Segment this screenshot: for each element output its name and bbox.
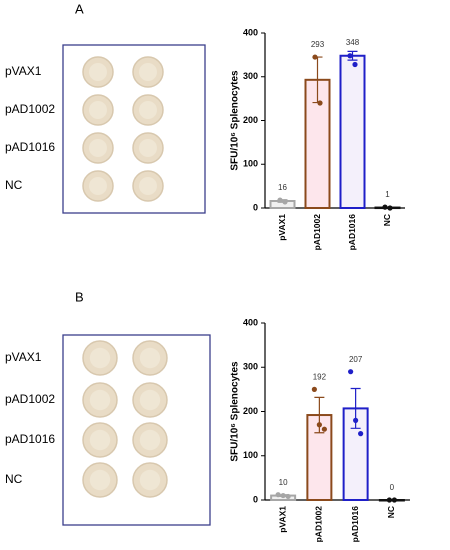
value-label: 192	[313, 372, 327, 381]
data-point	[386, 497, 392, 503]
data-point	[316, 422, 322, 428]
y-tick-label: 300	[243, 362, 258, 372]
y-tick-label: 0	[253, 202, 258, 212]
well-center	[139, 139, 157, 157]
data-point	[280, 492, 286, 499]
well-center	[139, 429, 161, 451]
data-point	[348, 369, 354, 375]
value-label: 10	[279, 478, 288, 487]
row-label: pAD1002	[5, 102, 55, 116]
x-tick-label: NC	[382, 214, 392, 226]
panel-letter: B	[75, 289, 84, 304]
well-center	[139, 101, 157, 119]
well-center	[89, 389, 111, 411]
row-label: pVAX1	[5, 64, 42, 78]
y-tick-label: 200	[243, 115, 258, 125]
y-tick-label: 0	[253, 494, 258, 504]
well-center	[139, 177, 157, 195]
row-label: pAD1016	[5, 432, 55, 446]
well-center	[139, 347, 161, 369]
panel-letter: A	[75, 1, 84, 16]
x-tick-label: pAD1002	[314, 506, 324, 543]
row-label: pAD1002	[5, 392, 55, 406]
value-label: 348	[346, 38, 360, 47]
well-center	[89, 101, 107, 119]
row-label: pAD1016	[5, 140, 55, 154]
y-axis-label: SFU/10⁶ Splenocytes	[230, 361, 241, 462]
row-label: pVAX1	[5, 350, 42, 364]
data-point	[382, 204, 388, 210]
y-tick-label: 300	[243, 71, 258, 81]
well-center	[139, 63, 157, 81]
value-label: 207	[349, 355, 363, 364]
well-center	[89, 429, 111, 451]
y-tick-label: 400	[243, 27, 258, 37]
row-label: NC	[5, 472, 23, 486]
data-point	[387, 205, 393, 211]
x-tick-label: pVAX1	[277, 506, 287, 533]
x-tick-label: pAD1016	[347, 214, 357, 251]
well-center	[89, 347, 111, 369]
data-point	[285, 493, 291, 500]
data-point	[347, 53, 353, 59]
well-center	[139, 469, 161, 491]
y-axis-label: SFU/10⁶ Splenocytes	[230, 70, 241, 171]
data-point	[282, 199, 288, 205]
y-tick-label: 100	[243, 159, 258, 169]
data-point	[391, 497, 397, 503]
value-label: 16	[278, 183, 287, 192]
x-tick-label: NC	[386, 506, 396, 518]
data-point	[321, 426, 327, 432]
well-center	[89, 63, 107, 81]
y-tick-label: 200	[243, 406, 258, 416]
row-label: NC	[5, 178, 23, 192]
well-center	[139, 389, 161, 411]
data-point	[277, 197, 283, 203]
x-tick-label: pAD1002	[312, 214, 322, 251]
data-point	[353, 417, 359, 423]
data-point	[311, 386, 317, 392]
data-point	[317, 100, 323, 106]
bar	[339, 54, 366, 209]
value-label: 0	[390, 483, 395, 492]
data-point	[275, 492, 281, 498]
well-center	[89, 139, 107, 157]
value-label: 1	[385, 190, 390, 199]
y-tick-label: 400	[243, 317, 258, 327]
x-tick-label: pVAX1	[277, 214, 287, 241]
data-point	[352, 61, 358, 68]
value-label: 293	[311, 40, 325, 49]
well-center	[89, 469, 111, 491]
data-point	[358, 431, 364, 437]
well-center	[89, 177, 107, 195]
data-point	[312, 54, 318, 60]
y-tick-label: 100	[243, 450, 258, 460]
x-tick-label: pAD1016	[350, 506, 360, 543]
